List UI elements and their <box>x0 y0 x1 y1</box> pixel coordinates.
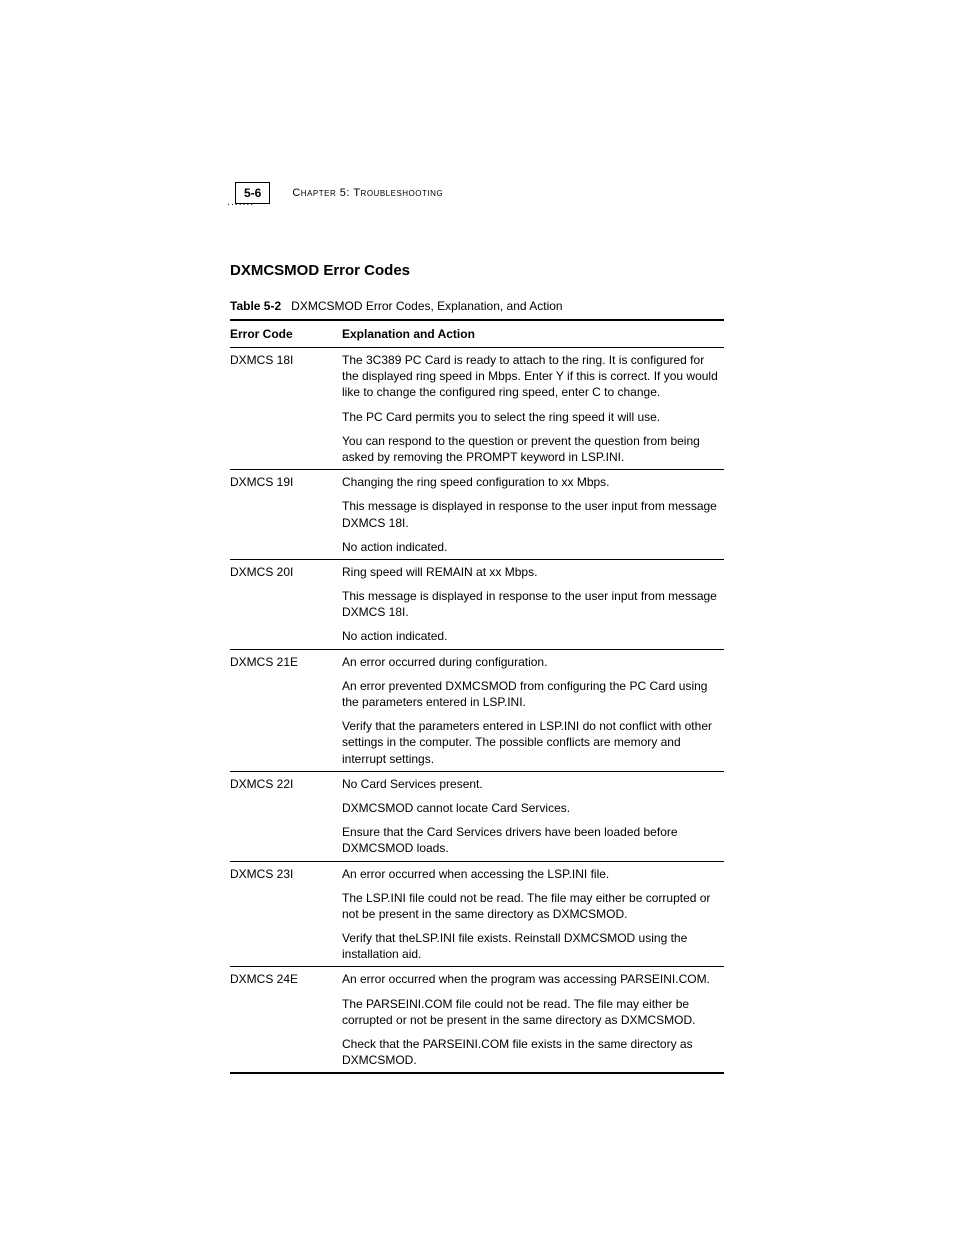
explanation-cell: An error occurred when the program was a… <box>342 967 724 992</box>
explanation-cell: Verify that theLSP.INI file exists. Rein… <box>342 926 724 967</box>
error-codes-table: Error Code Explanation and Action DXMCS … <box>230 319 724 1074</box>
section-title: DXMCSMOD Error Codes <box>230 262 724 279</box>
error-code-cell <box>230 820 342 861</box>
explanation-cell: DXMCSMOD cannot locate Card Services. <box>342 796 724 820</box>
table-row: DXMCS 23IAn error occurred when accessin… <box>230 861 724 886</box>
explanation-cell: The LSP.INI file could not be read. The … <box>342 886 724 926</box>
error-code-cell <box>230 429 342 470</box>
table-row: No action indicated. <box>230 535 724 560</box>
explanation-cell: No action indicated. <box>342 624 724 649</box>
error-code-cell: DXMCS 19I <box>230 470 342 495</box>
table-row: This message is displayed in response to… <box>230 494 724 534</box>
error-code-cell <box>230 494 342 534</box>
explanation-cell: Ensure that the Card Services drivers ha… <box>342 820 724 861</box>
page-number: 5-6 <box>244 186 261 200</box>
table-row: DXMCS 18IThe 3C389 PC Card is ready to a… <box>230 348 724 405</box>
table-row: This message is displayed in response to… <box>230 584 724 624</box>
explanation-cell: The 3C389 PC Card is ready to attach to … <box>342 348 724 405</box>
table-row: DXMCS 19IChanging the ring speed configu… <box>230 470 724 495</box>
error-code-cell <box>230 796 342 820</box>
error-code-cell: DXMCS 22I <box>230 771 342 796</box>
table-row: DXMCS 20IRing speed will REMAIN at xx Mb… <box>230 559 724 584</box>
explanation-cell: Changing the ring speed configuration to… <box>342 470 724 495</box>
error-code-cell: DXMCS 18I <box>230 348 342 405</box>
explanation-cell: No Card Services present. <box>342 771 724 796</box>
header-dots-decoration: ······· <box>227 199 254 210</box>
table-row: The PC Card permits you to select the ri… <box>230 405 724 429</box>
table-header-error-code: Error Code <box>230 320 342 348</box>
explanation-cell: No action indicated. <box>342 535 724 560</box>
explanation-cell: Ring speed will REMAIN at xx Mbps. <box>342 559 724 584</box>
explanation-cell: An error occurred during configuration. <box>342 649 724 674</box>
table-row: Verify that theLSP.INI file exists. Rein… <box>230 926 724 967</box>
table-row: An error prevented DXMCSMOD from configu… <box>230 674 724 714</box>
table-row: DXMCSMOD cannot locate Card Services. <box>230 796 724 820</box>
chapter-title: Chapter 5: Troubleshooting <box>292 185 443 199</box>
error-code-cell <box>230 1032 342 1073</box>
error-code-cell: DXMCS 23I <box>230 861 342 886</box>
error-code-cell: DXMCS 24E <box>230 967 342 992</box>
table-row: DXMCS 22INo Card Services present. <box>230 771 724 796</box>
table-row: Verify that the parameters entered in LS… <box>230 714 724 771</box>
error-code-cell <box>230 405 342 429</box>
explanation-cell: You can respond to the question or preve… <box>342 429 724 470</box>
table-row: DXMCS 24EAn error occurred when the prog… <box>230 967 724 992</box>
explanation-cell: This message is displayed in response to… <box>342 494 724 534</box>
error-code-cell <box>230 714 342 771</box>
error-code-cell <box>230 926 342 967</box>
explanation-cell: Check that the PARSEINI.COM file exists … <box>342 1032 724 1073</box>
error-code-cell <box>230 624 342 649</box>
error-code-cell <box>230 535 342 560</box>
table-header-explanation: Explanation and Action <box>342 320 724 348</box>
error-code-cell: DXMCS 21E <box>230 649 342 674</box>
table-row: No action indicated. <box>230 624 724 649</box>
error-code-cell <box>230 674 342 714</box>
explanation-cell: An error prevented DXMCSMOD from configu… <box>342 674 724 714</box>
table-row: Check that the PARSEINI.COM file exists … <box>230 1032 724 1073</box>
page-header: 5-6 ······· Chapter 5: Troubleshooting <box>235 185 724 207</box>
explanation-cell: An error occurred when accessing the LSP… <box>342 861 724 886</box>
table-row: Ensure that the Card Services drivers ha… <box>230 820 724 861</box>
error-code-cell <box>230 584 342 624</box>
error-code-cell: DXMCS 20I <box>230 559 342 584</box>
table-row: The PARSEINI.COM file could not be read.… <box>230 992 724 1032</box>
table-row: DXMCS 21EAn error occurred during config… <box>230 649 724 674</box>
table-row: The LSP.INI file could not be read. The … <box>230 886 724 926</box>
error-code-cell <box>230 992 342 1032</box>
table-caption-text: DXMCSMOD Error Codes, Explanation, and A… <box>291 299 562 313</box>
error-code-cell <box>230 886 342 926</box>
explanation-cell: This message is displayed in response to… <box>342 584 724 624</box>
table-caption: Table 5-2 DXMCSMOD Error Codes, Explanat… <box>230 299 724 313</box>
explanation-cell: The PC Card permits you to select the ri… <box>342 405 724 429</box>
explanation-cell: The PARSEINI.COM file could not be read.… <box>342 992 724 1032</box>
table-caption-label: Table 5-2 <box>230 299 281 313</box>
explanation-cell: Verify that the parameters entered in LS… <box>342 714 724 771</box>
table-row: You can respond to the question or preve… <box>230 429 724 470</box>
